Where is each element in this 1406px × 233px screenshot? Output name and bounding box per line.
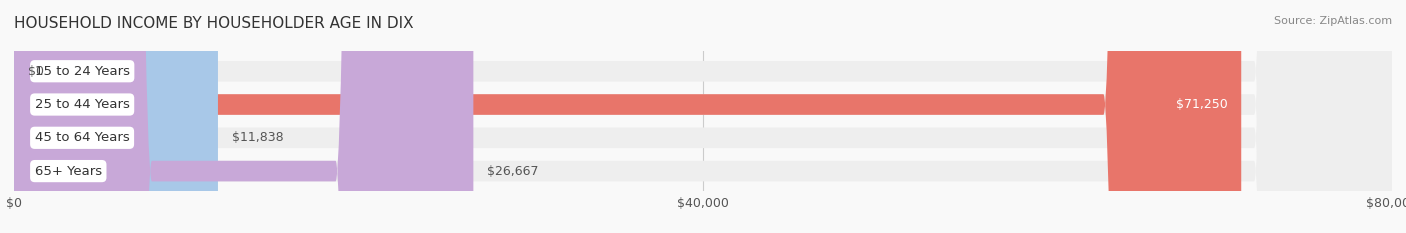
Text: HOUSEHOLD INCOME BY HOUSEHOLDER AGE IN DIX: HOUSEHOLD INCOME BY HOUSEHOLDER AGE IN D… xyxy=(14,16,413,31)
Text: $0: $0 xyxy=(28,65,44,78)
FancyBboxPatch shape xyxy=(14,0,474,233)
Text: Source: ZipAtlas.com: Source: ZipAtlas.com xyxy=(1274,16,1392,26)
FancyBboxPatch shape xyxy=(14,0,1392,233)
FancyBboxPatch shape xyxy=(14,0,218,233)
FancyBboxPatch shape xyxy=(14,0,1392,233)
Text: 45 to 64 Years: 45 to 64 Years xyxy=(35,131,129,144)
FancyBboxPatch shape xyxy=(14,0,1392,233)
Text: $26,667: $26,667 xyxy=(486,164,538,178)
Text: $71,250: $71,250 xyxy=(1175,98,1227,111)
FancyBboxPatch shape xyxy=(14,0,1392,233)
Text: 15 to 24 Years: 15 to 24 Years xyxy=(35,65,129,78)
Text: 65+ Years: 65+ Years xyxy=(35,164,101,178)
Text: 25 to 44 Years: 25 to 44 Years xyxy=(35,98,129,111)
Text: $11,838: $11,838 xyxy=(232,131,284,144)
FancyBboxPatch shape xyxy=(14,0,1241,233)
